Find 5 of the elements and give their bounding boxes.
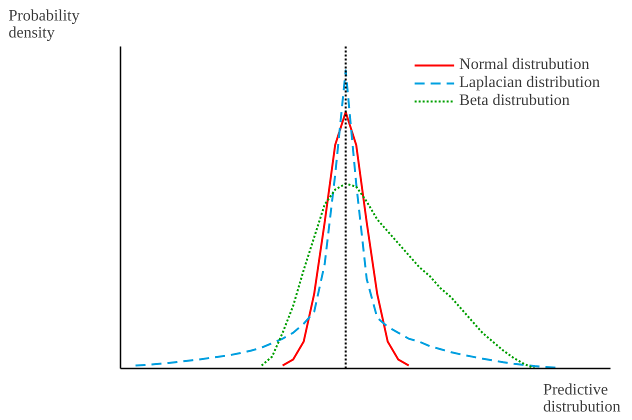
x-axis-title: Predictive distrubution: [543, 382, 621, 416]
legend-label: Normal distrubution: [459, 56, 590, 74]
y-axis-title: Probability density: [8, 8, 80, 42]
legend-label: Beta distrubution: [459, 92, 570, 110]
legend-label: Laplacian distribution: [459, 74, 600, 92]
